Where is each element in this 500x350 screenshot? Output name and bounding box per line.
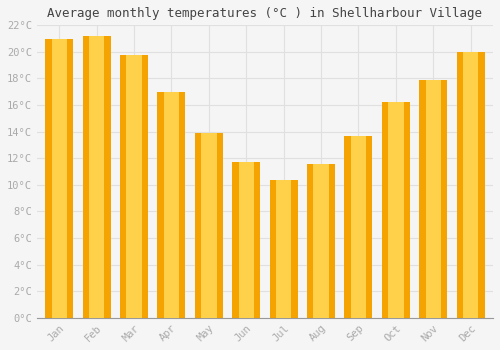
Bar <box>382 103 410 318</box>
Bar <box>314 163 328 318</box>
Bar <box>344 136 372 318</box>
Bar <box>456 52 484 318</box>
Bar <box>307 163 335 318</box>
Bar <box>350 136 366 318</box>
Bar <box>201 133 216 318</box>
Bar <box>276 180 291 318</box>
Bar <box>120 55 148 318</box>
Title: Average monthly temperatures (°C ) in Shellharbour Village: Average monthly temperatures (°C ) in Sh… <box>48 7 482 20</box>
Bar <box>463 52 478 318</box>
Bar <box>195 133 223 318</box>
Bar <box>82 36 110 318</box>
Bar <box>158 92 186 318</box>
Bar <box>388 103 404 318</box>
Bar <box>426 80 441 318</box>
Bar <box>164 92 179 318</box>
Bar <box>232 162 260 318</box>
Bar <box>52 38 67 318</box>
Bar <box>45 38 74 318</box>
Bar <box>89 36 104 318</box>
Bar <box>238 162 254 318</box>
Bar <box>270 180 297 318</box>
Bar <box>126 55 142 318</box>
Bar <box>419 80 447 318</box>
